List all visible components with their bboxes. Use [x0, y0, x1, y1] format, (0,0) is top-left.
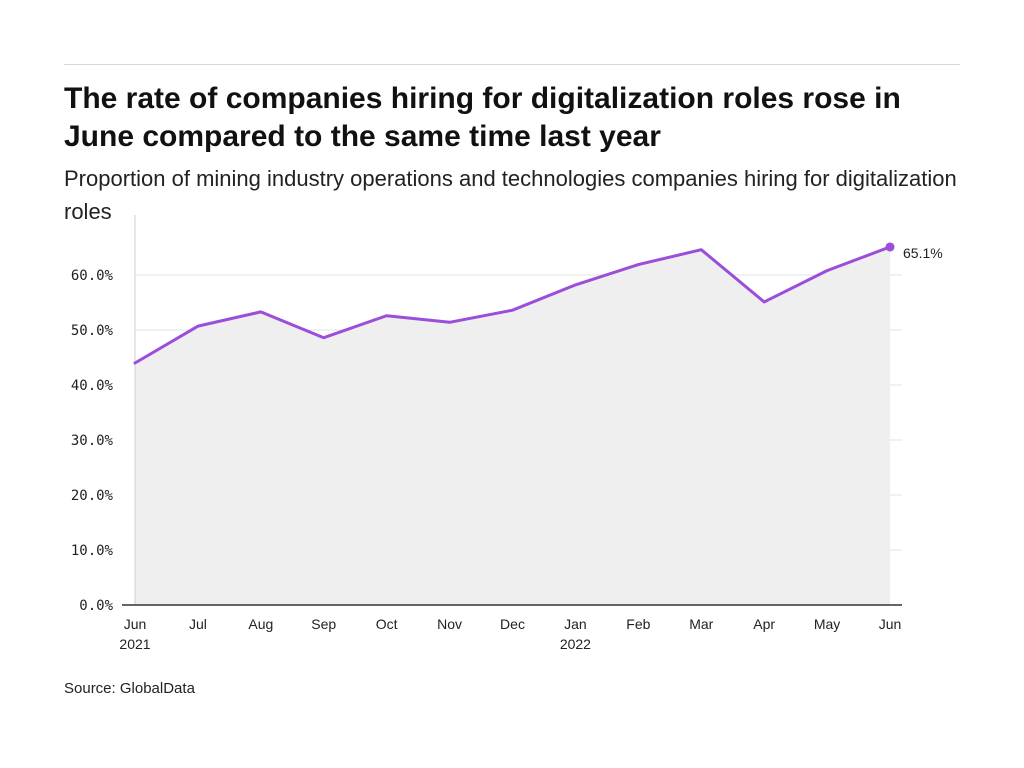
y-tick-label: 10.0% — [71, 543, 114, 559]
x-tick-label: Apr — [753, 616, 775, 632]
x-tick-label: Oct — [376, 616, 398, 632]
source-note: Source: GlobalData — [64, 680, 195, 697]
labels-layer: 0.0% 10.0% 20.0% 30.0% 40.0% 50.0% 60.0% 65.1% J… — [71, 245, 943, 652]
end-value-label: 65.1% — [903, 245, 943, 261]
chart-title: The rate of companies hiring for digital… — [64, 82, 901, 153]
x-tick-label: May — [814, 616, 840, 632]
y-tick-label: 50.0% — [71, 323, 114, 339]
x-tick-label: Mar — [689, 616, 713, 632]
x-year-label: 2021 — [119, 636, 150, 652]
x-tick-label: Aug — [248, 616, 273, 632]
y-tick-label: 0.0% — [79, 598, 113, 614]
x-tick-label: Jan — [564, 616, 587, 632]
axes — [122, 215, 902, 606]
area-fill-layer — [135, 246, 890, 605]
y-tick-label: 40.0% — [71, 378, 114, 394]
x-tick-label: Nov — [437, 616, 462, 632]
top-divider — [64, 64, 960, 65]
x-tick-label: Jun — [879, 616, 902, 632]
series-line — [133, 245, 892, 365]
x-year-label: 2022 — [560, 636, 591, 652]
end-point-marker — [885, 242, 895, 252]
series-line-layer — [133, 242, 895, 365]
y-tick-label: 60.0% — [71, 268, 114, 284]
chart-subtitle: Proportion of mining industry operations… — [64, 166, 957, 224]
x-tick-label: Jun — [124, 616, 147, 632]
x-tick-label: Feb — [626, 616, 650, 632]
x-tick-label: Jul — [189, 616, 207, 632]
y-tick-label: 20.0% — [71, 488, 114, 504]
area-fill — [135, 246, 890, 605]
x-tick-label: Sep — [311, 616, 336, 632]
y-tick-label: 30.0% — [71, 433, 114, 449]
x-tick-label: Dec — [500, 616, 525, 632]
